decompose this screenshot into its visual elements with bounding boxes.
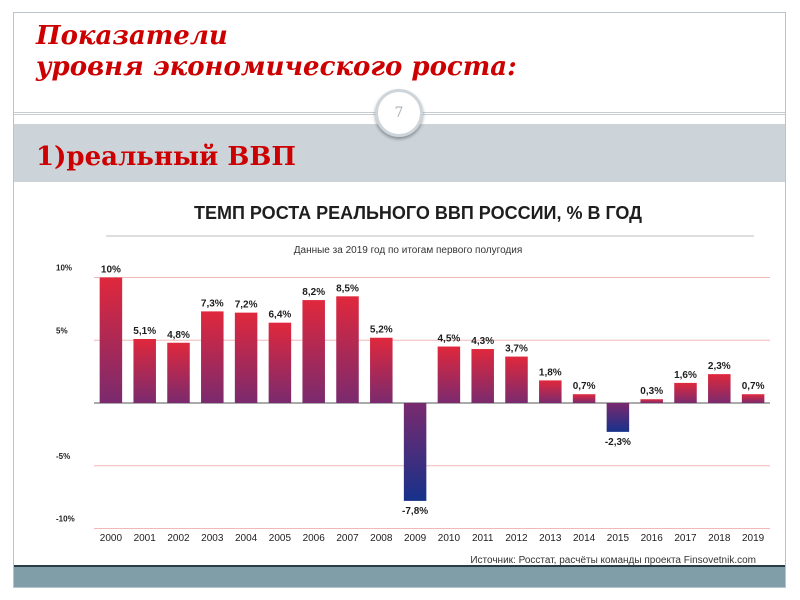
y-tick-label: -10% (56, 515, 75, 524)
x-tick-2008: 2008 (370, 533, 393, 544)
bar-2009 (403, 403, 427, 501)
chart-subtitle: Данные за 2019 год по итогам первого пол… (294, 245, 523, 256)
bar-2013 (539, 380, 562, 403)
bar-2015 (606, 403, 630, 432)
x-tick-2009: 2009 (404, 533, 427, 544)
bar-2010 (437, 346, 461, 403)
bar-2014 (572, 394, 596, 403)
value-label-2017: 1,6% (674, 370, 697, 381)
value-labels: 10% 5,1% 4,8% 7,3% 7,2% 6,4% 8,2% 8,5% 5,2% -7,8%… (101, 265, 765, 517)
value-label-2003: 7,3% (201, 298, 224, 309)
bar-2004 (234, 312, 258, 403)
slide-subtitle: 1)реальный ВВП (36, 142, 296, 172)
value-label-2005: 6,4% (269, 310, 292, 321)
x-tick-2004: 2004 (235, 533, 258, 544)
bar-2016 (640, 399, 663, 403)
value-label-2001: 5,1% (133, 326, 156, 337)
chart-source: Источник: Росстат, расчёты команды проек… (470, 555, 756, 566)
x-tick-2005: 2005 (269, 533, 292, 544)
chart-title: ТЕМП РОСТА РЕАЛЬНОГО ВВП РОССИИ, % В ГОД (194, 203, 642, 223)
x-tick-2001: 2001 (134, 533, 157, 544)
page-number-badge: 7 (375, 89, 423, 137)
gdp-growth-chart: ТЕМП РОСТА РЕАЛЬНОГО ВВП РОССИИ, % В ГОД… (56, 203, 770, 566)
x-tick-2019: 2019 (742, 533, 765, 544)
value-label-2012: 3,7% (505, 344, 528, 355)
x-tick-2012: 2012 (505, 533, 528, 544)
value-label-2002: 4,8% (167, 330, 190, 341)
value-label-2015: -2,3% (605, 437, 631, 448)
x-tick-2018: 2018 (708, 533, 731, 544)
x-tick-2010: 2010 (438, 533, 461, 544)
value-label-2004: 7,2% (235, 300, 258, 311)
x-axis: 2000 2001 2002 2003 2004 2005 2006 2007 2008 2009… (100, 533, 765, 544)
x-tick-2016: 2016 (641, 533, 664, 544)
grid-lines (94, 277, 770, 529)
value-label-2013: 1,8% (539, 367, 562, 378)
value-label-2010: 4,5% (438, 334, 461, 345)
value-label-2014: 0,7% (573, 381, 596, 392)
value-label-2007: 8,5% (336, 283, 359, 294)
bar-2018 (708, 374, 731, 403)
x-tick-2000: 2000 (100, 533, 123, 544)
value-label-2009: -7,8% (402, 506, 428, 517)
bar-2008 (370, 337, 393, 403)
bars (99, 277, 765, 501)
value-label-2011: 4,3% (471, 336, 494, 347)
y-tick-label: 10% (56, 264, 72, 273)
x-tick-2015: 2015 (607, 533, 630, 544)
x-tick-2007: 2007 (336, 533, 359, 544)
x-tick-2011: 2011 (472, 533, 494, 544)
x-tick-2003: 2003 (201, 533, 224, 544)
value-label-2008: 5,2% (370, 325, 393, 336)
value-label-2000: 10% (101, 265, 121, 276)
bar-2000 (99, 277, 123, 403)
chart-panel: ТЕМП РОСТА РЕАЛЬНОГО ВВП РОССИИ, % В ГОД… (36, 182, 785, 572)
x-tick-2017: 2017 (674, 533, 697, 544)
slide-title-line-1: Показатели (36, 21, 228, 51)
bar-2019 (741, 394, 765, 403)
bar-2003 (201, 311, 224, 403)
slide-title: Показатели уровня экономического роста: (36, 21, 517, 83)
x-tick-2002: 2002 (167, 533, 190, 544)
bar-2006 (302, 300, 325, 403)
bottom-bar (14, 565, 785, 587)
value-label-2019: 0,7% (742, 381, 765, 392)
bar-2005 (268, 322, 292, 403)
y-tick-label: -5% (56, 452, 70, 461)
value-label-2018: 2,3% (708, 361, 731, 372)
value-label-2006: 8,2% (302, 287, 325, 298)
x-tick-2006: 2006 (303, 533, 326, 544)
bar-2017 (674, 382, 697, 403)
page-number: 7 (394, 105, 404, 121)
slide-title-line-2: уровня экономического роста: (36, 52, 517, 82)
bar-2012 (505, 356, 528, 403)
y-tick-label: 5% (56, 326, 68, 335)
value-label-2016: 0,3% (640, 386, 663, 397)
bar-2011 (471, 349, 494, 403)
x-tick-2014: 2014 (573, 533, 596, 544)
x-tick-2013: 2013 (539, 533, 562, 544)
bar-2007 (336, 296, 359, 403)
y-axis: 10% 5% -5% -10% (56, 264, 75, 524)
bar-2001 (133, 338, 156, 403)
bar-2002 (167, 342, 190, 403)
slide: Показатели уровня экономического роста: … (13, 12, 786, 588)
